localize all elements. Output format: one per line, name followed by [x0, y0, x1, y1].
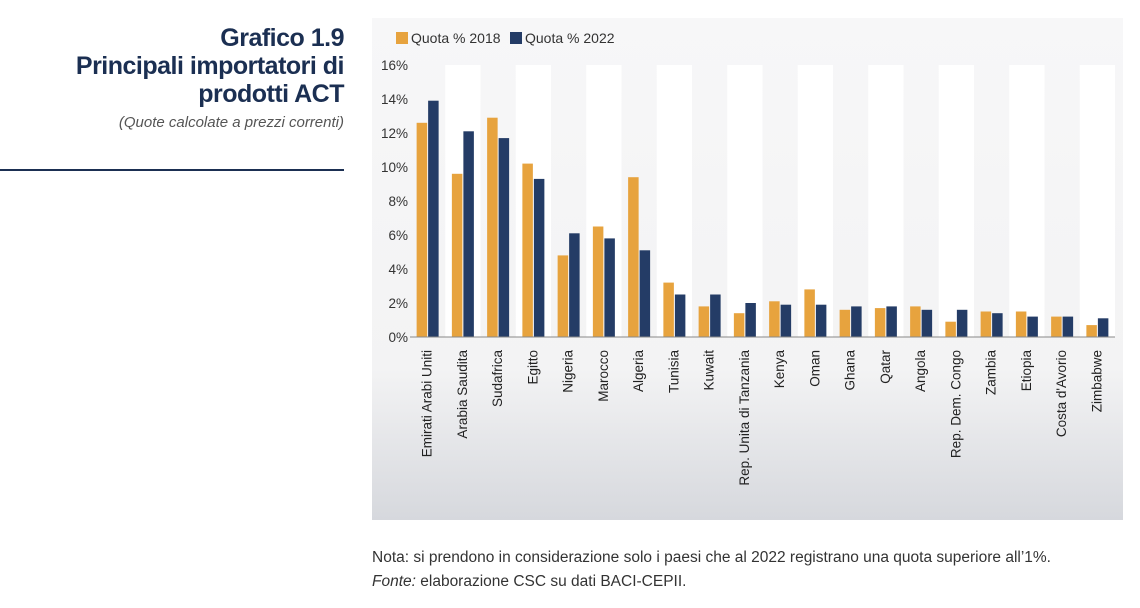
bar-2022 [851, 306, 862, 337]
category-band [1009, 65, 1045, 337]
bar-2018 [1015, 311, 1027, 337]
y-tick-label: 2% [388, 296, 408, 311]
y-tick-label: 6% [388, 228, 408, 243]
bar-2022 [710, 294, 721, 337]
category-label: Angola [913, 350, 928, 393]
chart-subtitle: (Quote calcolate a prezzi correnti) [118, 114, 344, 131]
y-tick-label: 16% [381, 58, 408, 73]
category-label: Egitto [525, 350, 540, 385]
source-line: Fonte: elaborazione CSC su dati BACI-CEP… [372, 570, 1051, 594]
bar-2022 [463, 131, 474, 337]
category-label: Etiopia [1019, 350, 1034, 392]
category-band [1079, 65, 1115, 337]
bar-2018 [1086, 325, 1097, 337]
bar-chart: 0% 2% 4% 6% 8% 10% 12% 14% 16% Emirati Arabi Unit… [381, 30, 1115, 486]
category-band [586, 65, 622, 337]
bar-2018 [628, 177, 639, 337]
bar-2018 [874, 308, 886, 337]
y-tick-label: 4% [388, 262, 408, 277]
bar-2018 [804, 289, 815, 337]
legend-swatch-2018 [396, 32, 408, 44]
category-label: Kuwait [702, 350, 717, 391]
bar-2018 [663, 282, 674, 337]
category-label: Sudafrica [490, 350, 505, 408]
bar-2022 [1097, 318, 1109, 337]
bar-2022 [1027, 316, 1038, 337]
category-label: Arabia Saudita [455, 350, 470, 439]
bar-2018 [733, 313, 745, 337]
bar-2018 [487, 117, 498, 337]
category-label: Costa d'Avorio [1054, 350, 1069, 437]
category-label: Algeria [631, 350, 646, 393]
legend-swatch-2022 [510, 32, 522, 44]
bar-2018 [522, 163, 533, 337]
category-label: Nigeria [561, 350, 576, 393]
bar-2022 [569, 233, 580, 337]
chart-title-line-1: Grafico 1.9 [220, 24, 344, 52]
bar-2018 [839, 309, 851, 337]
bar-2022 [886, 306, 897, 337]
bar-2018 [769, 301, 780, 337]
chart-panel: 0% 2% 4% 6% 8% 10% 12% 14% 16% Emirati Arabi Unit… [372, 18, 1123, 520]
bar-2018 [557, 255, 569, 337]
category-band [656, 65, 692, 337]
bar-2022 [992, 313, 1003, 337]
category-label: Rep. Unita di Tanzania [737, 350, 752, 486]
bar-2022 [780, 304, 792, 337]
category-label: Oman [807, 350, 822, 387]
y-tick-label: 14% [381, 92, 408, 107]
bar-2018 [945, 321, 956, 337]
legend-label-2018: Quota % 2018 [411, 30, 501, 46]
category-label: Emirati Arabi Uniti [420, 350, 435, 457]
bar-2022 [815, 304, 827, 337]
category-label: Kenya [772, 350, 787, 389]
bar-2018 [1051, 316, 1062, 337]
category-label: Zimbabwe [1089, 350, 1104, 412]
category-band [938, 65, 974, 337]
bar-2022 [956, 309, 968, 337]
category-label: Rep. Dem. Congo [948, 350, 963, 458]
bar-2022 [1062, 316, 1074, 337]
bar-2018 [980, 311, 992, 337]
bar-2022 [498, 138, 510, 337]
category-band [797, 65, 833, 337]
bar-2022 [674, 294, 686, 337]
category-label: Qatar [878, 349, 893, 383]
bar-2022 [921, 309, 933, 337]
bar-2022 [745, 303, 756, 337]
y-tick-label: 12% [381, 126, 408, 141]
chart-title-line-3: prodotti ACT [198, 80, 344, 108]
category-band [515, 65, 551, 337]
bar-2018 [910, 306, 921, 337]
bar-2018 [698, 306, 710, 337]
note-text: Nota: si prendono in considerazione solo… [372, 549, 1051, 566]
y-tick-label: 0% [388, 330, 408, 345]
y-tick-label: 8% [388, 194, 408, 209]
category-band [445, 65, 481, 337]
category-band [727, 65, 763, 337]
category-band [868, 65, 904, 337]
y-tick-label: 10% [381, 160, 408, 175]
category-label: Marocco [596, 350, 611, 402]
title-divider [0, 169, 344, 171]
source-text: elaborazione CSC su dati BACI-CEPII. [415, 573, 687, 590]
chart-heading: Grafico 1.9 Principali importatori di pr… [0, 24, 345, 131]
chart-title-line-2: Principali importatori di [75, 52, 345, 80]
bar-2018 [451, 173, 463, 337]
category-label: Tunisia [666, 350, 681, 394]
legend-label-2022: Quota % 2022 [525, 30, 615, 46]
bar-2022 [533, 178, 545, 337]
bar-2022 [639, 250, 651, 337]
bar-2022 [428, 100, 439, 337]
bar-2022 [604, 238, 615, 337]
bar-2018 [592, 226, 604, 337]
source-label: Fonte: [372, 573, 416, 590]
chart-footnote: Nota: si prendono in considerazione solo… [372, 546, 1051, 594]
category-label: Ghana [843, 350, 858, 391]
bar-2018 [416, 122, 428, 337]
category-label: Zambia [984, 350, 999, 396]
